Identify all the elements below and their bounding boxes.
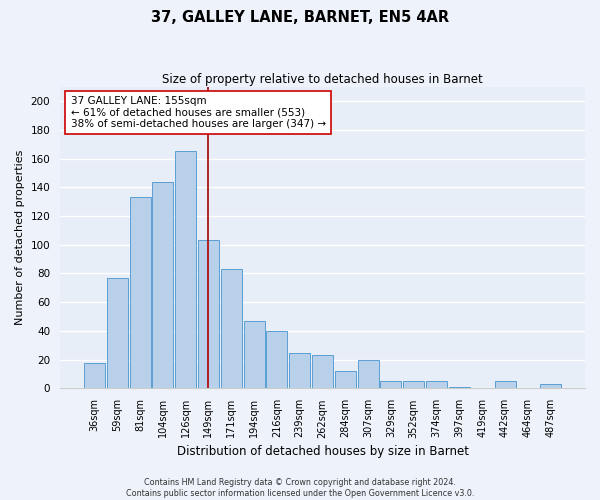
Y-axis label: Number of detached properties: Number of detached properties — [15, 150, 25, 325]
Bar — [198, 240, 219, 388]
Bar — [449, 387, 470, 388]
Bar — [403, 382, 424, 388]
Bar — [221, 269, 242, 388]
Bar — [152, 182, 173, 388]
Bar — [175, 152, 196, 388]
Bar — [380, 382, 401, 388]
Title: Size of property relative to detached houses in Barnet: Size of property relative to detached ho… — [162, 72, 483, 86]
X-axis label: Distribution of detached houses by size in Barnet: Distribution of detached houses by size … — [176, 444, 469, 458]
Bar — [244, 321, 265, 388]
Bar — [84, 362, 105, 388]
Bar — [266, 331, 287, 388]
Bar — [540, 384, 561, 388]
Bar — [312, 356, 333, 388]
Text: Contains HM Land Registry data © Crown copyright and database right 2024.
Contai: Contains HM Land Registry data © Crown c… — [126, 478, 474, 498]
Bar — [335, 371, 356, 388]
Bar — [426, 382, 447, 388]
Bar — [289, 352, 310, 388]
Bar — [130, 198, 151, 388]
Bar — [358, 360, 379, 388]
Text: 37, GALLEY LANE, BARNET, EN5 4AR: 37, GALLEY LANE, BARNET, EN5 4AR — [151, 10, 449, 25]
Text: 37 GALLEY LANE: 155sqm
← 61% of detached houses are smaller (553)
38% of semi-de: 37 GALLEY LANE: 155sqm ← 61% of detached… — [71, 96, 326, 129]
Bar — [107, 278, 128, 388]
Bar — [494, 382, 515, 388]
